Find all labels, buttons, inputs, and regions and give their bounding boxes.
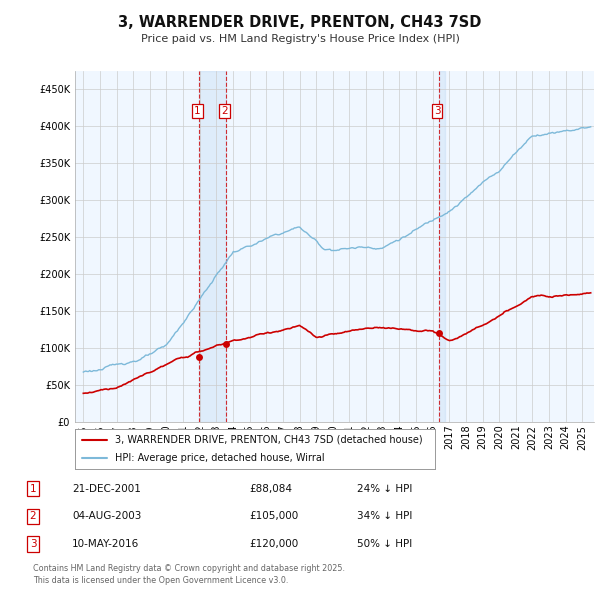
Text: HPI: Average price, detached house, Wirral: HPI: Average price, detached house, Wirr…	[115, 453, 324, 463]
Text: £88,084: £88,084	[249, 484, 292, 493]
Text: £120,000: £120,000	[249, 539, 298, 549]
Text: Price paid vs. HM Land Registry's House Price Index (HPI): Price paid vs. HM Land Registry's House …	[140, 34, 460, 44]
Text: 1: 1	[194, 106, 201, 116]
Text: 50% ↓ HPI: 50% ↓ HPI	[357, 539, 412, 549]
Text: 3, WARRENDER DRIVE, PRENTON, CH43 7SD: 3, WARRENDER DRIVE, PRENTON, CH43 7SD	[118, 15, 482, 30]
Text: 21-DEC-2001: 21-DEC-2001	[72, 484, 141, 493]
Text: 1: 1	[29, 484, 37, 493]
Text: 2: 2	[221, 106, 228, 116]
Bar	[199, 71, 226, 422]
Text: 3, WARRENDER DRIVE, PRENTON, CH43 7SD (detached house): 3, WARRENDER DRIVE, PRENTON, CH43 7SD (d…	[115, 435, 422, 445]
Text: 2: 2	[29, 512, 37, 521]
Text: Contains HM Land Registry data © Crown copyright and database right 2025.
This d: Contains HM Land Registry data © Crown c…	[33, 565, 345, 585]
Text: 10-MAY-2016: 10-MAY-2016	[72, 539, 139, 549]
Text: 3: 3	[29, 539, 37, 549]
Text: 04-AUG-2003: 04-AUG-2003	[72, 512, 142, 521]
Text: 24% ↓ HPI: 24% ↓ HPI	[357, 484, 412, 493]
Text: 3: 3	[434, 106, 440, 116]
Bar	[439, 71, 445, 422]
Text: 34% ↓ HPI: 34% ↓ HPI	[357, 512, 412, 521]
Text: £105,000: £105,000	[249, 512, 298, 521]
